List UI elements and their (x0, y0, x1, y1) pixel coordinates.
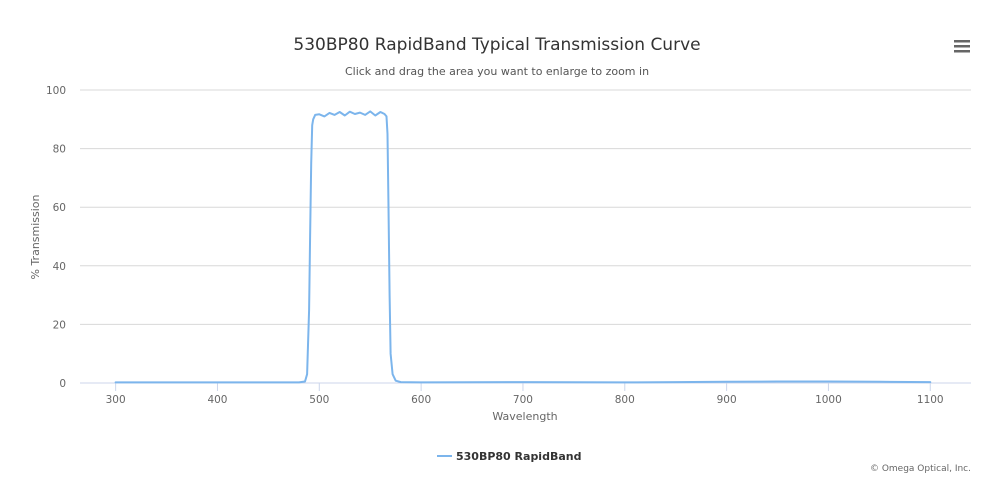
y-axis-ticks: 0 20 40 60 80 100 (46, 85, 66, 390)
legend-item-530bp80-rapidband[interactable]: 530BP80 RapidBand (456, 450, 581, 463)
y-tick-label: 40 (53, 261, 66, 273)
x-tick-label: 1000 (815, 394, 842, 406)
y-axis-title: % Transmission (29, 194, 42, 279)
chart-subtitle: Click and drag the area you want to enla… (345, 65, 649, 78)
context-menu-button[interactable] (950, 36, 974, 58)
x-tick-label: 500 (309, 394, 329, 406)
series-layer (114, 110, 932, 384)
x-axis-title: Wavelength (492, 410, 557, 423)
y-tick-label: 100 (46, 85, 66, 97)
y-tick-label: 80 (53, 144, 66, 156)
x-tick-label: 1100 (917, 394, 944, 406)
legend[interactable]: 530BP80 RapidBand (437, 450, 581, 463)
chart-title: 530BP80 RapidBand Typical Transmission C… (293, 35, 700, 55)
x-tick-label: 800 (615, 394, 635, 406)
series-line-0[interactable] (114, 110, 932, 384)
x-tick-label: 600 (411, 394, 431, 406)
credits[interactable]: © Omega Optical, Inc. (870, 464, 971, 474)
x-tick-label: 900 (717, 394, 737, 406)
y-tick-label: 0 (59, 378, 66, 390)
x-axis-ticks: 300 400 500 600 700 800 900 1000 1100 (106, 383, 944, 406)
x-tick-label: 300 (106, 394, 126, 406)
y-tick-label: 60 (53, 202, 66, 214)
grid-lines (80, 89, 971, 384)
y-tick-label: 20 (53, 319, 66, 331)
x-tick-label: 400 (207, 394, 227, 406)
hamburger-menu-icon (954, 40, 970, 53)
x-tick-label: 700 (513, 394, 533, 406)
